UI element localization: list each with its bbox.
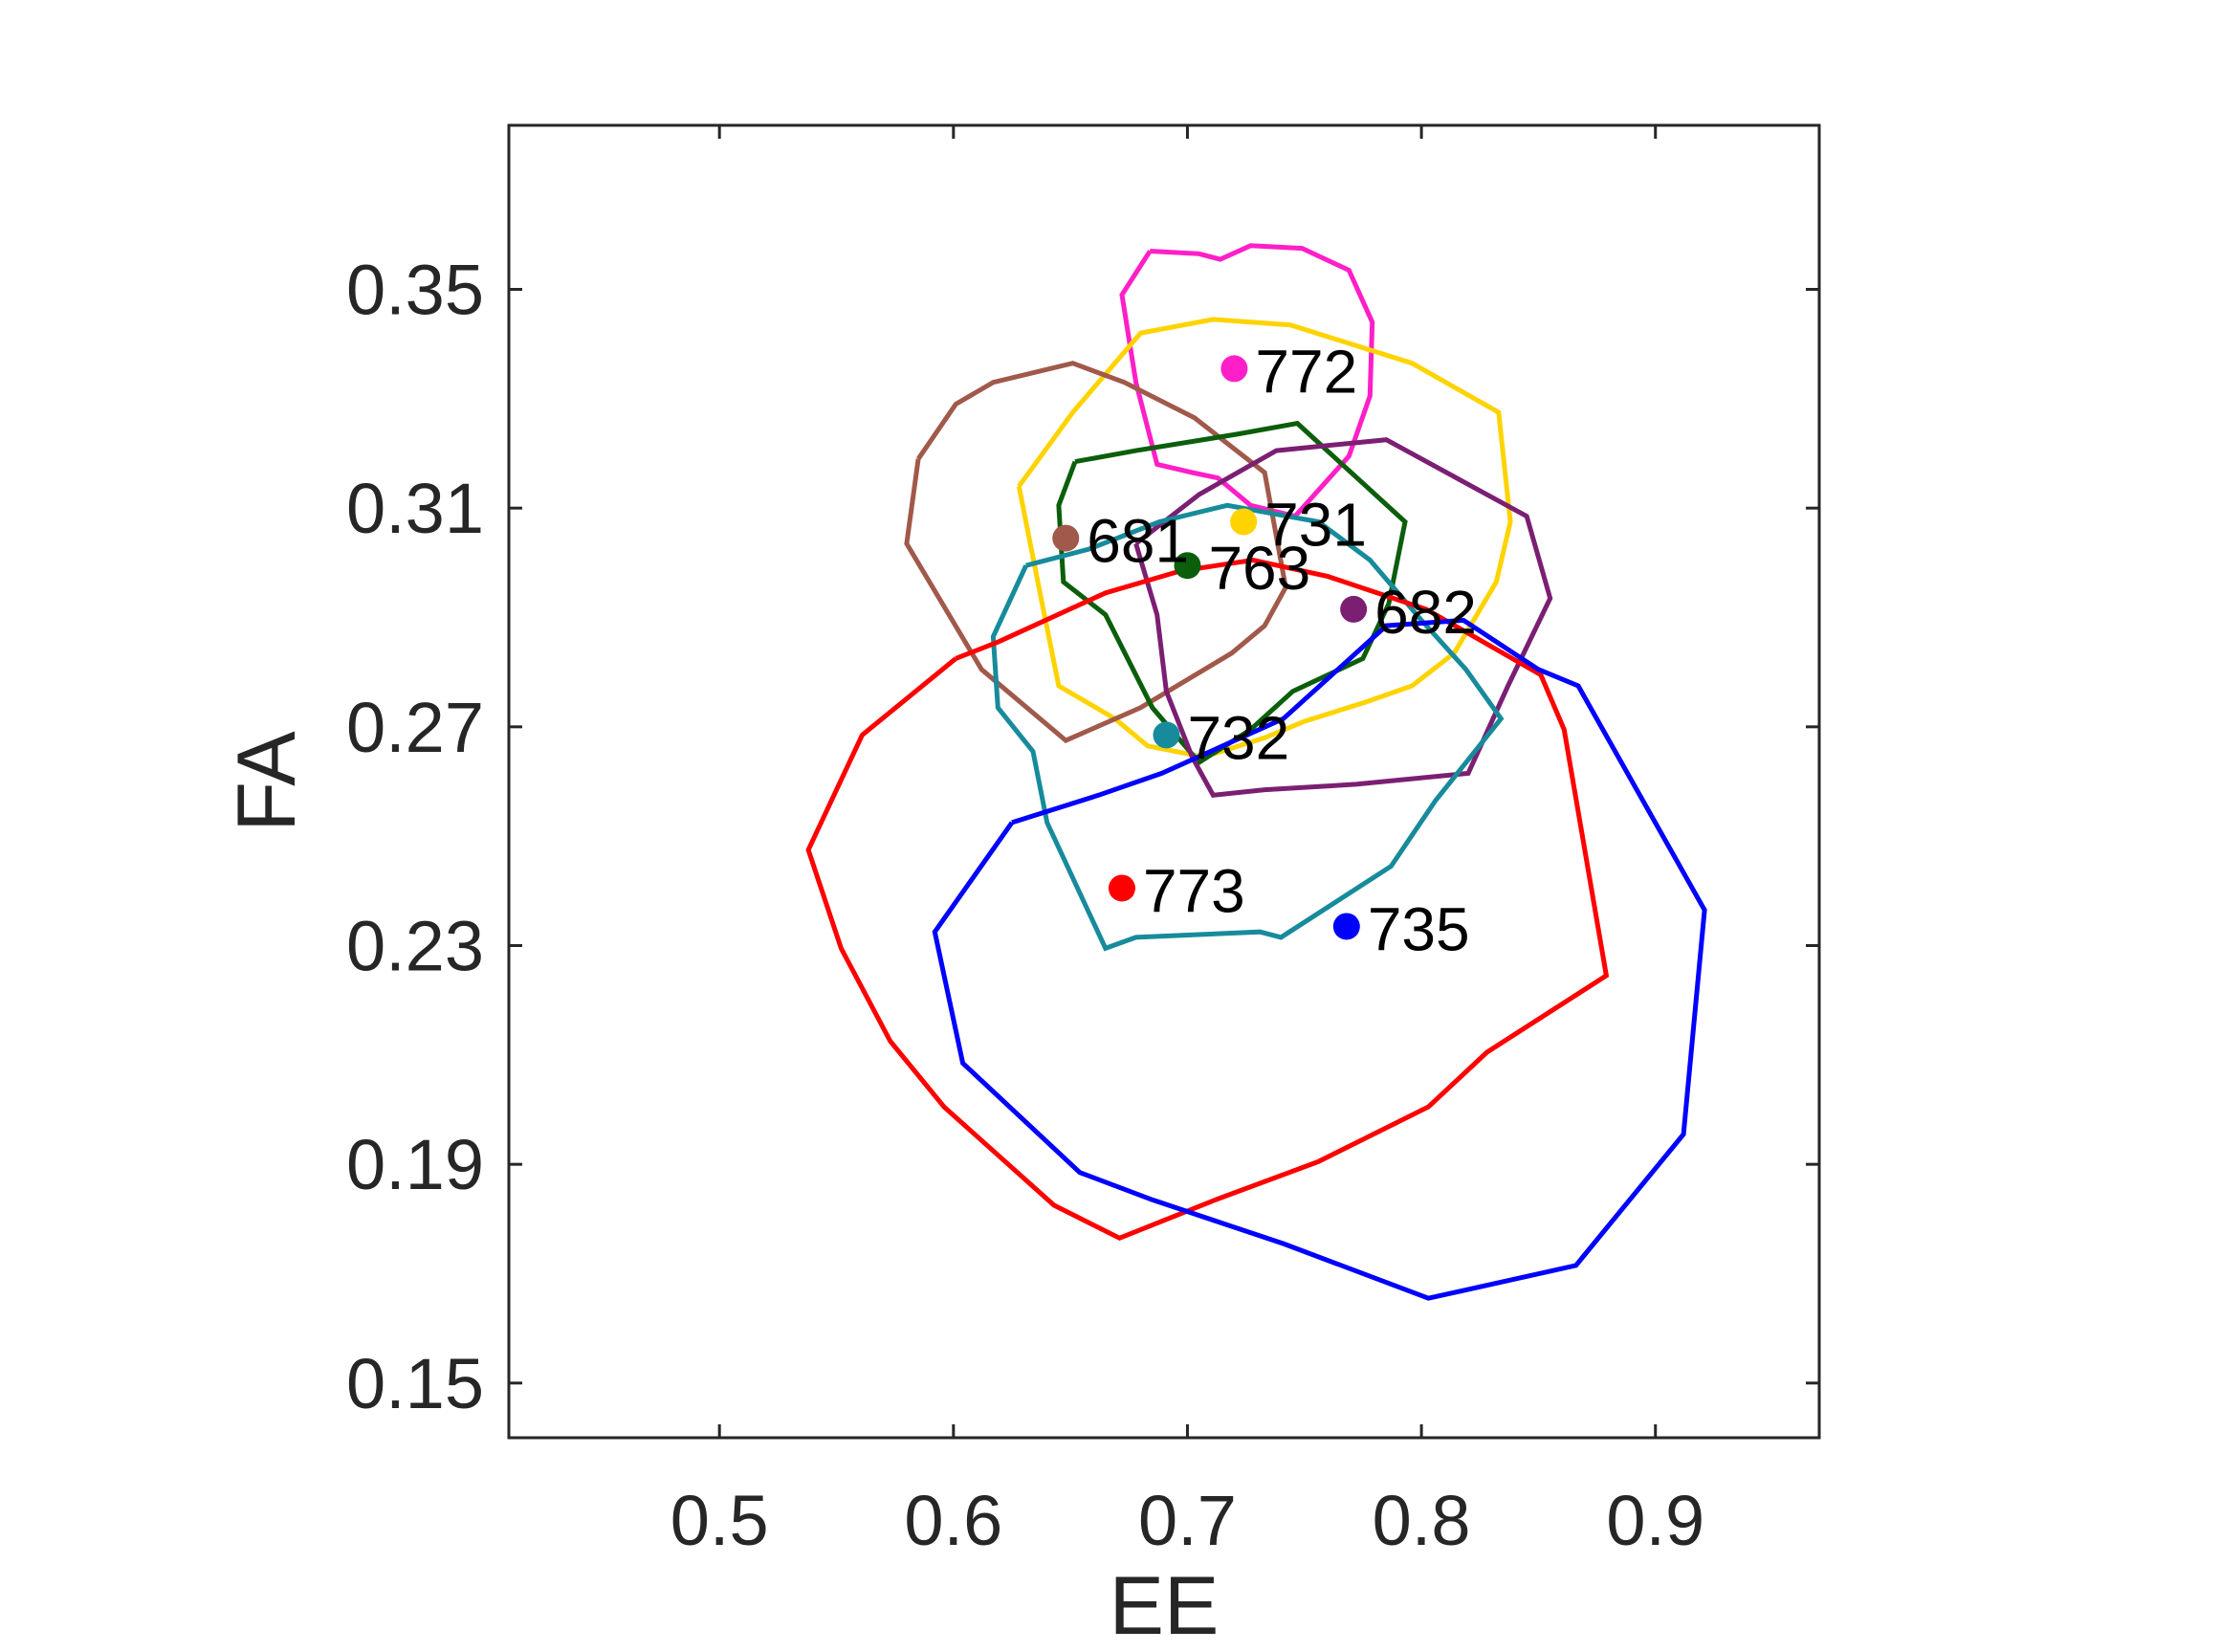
contour-773 — [805, 557, 1610, 1242]
contour-681 — [904, 361, 1288, 744]
contour-735 — [932, 617, 1707, 1301]
contour-732 — [990, 502, 1505, 952]
point-label-731: 731 — [1264, 490, 1367, 559]
y-tick-label: 0.27 — [346, 688, 484, 767]
point-681 — [1052, 524, 1080, 552]
x-tick-label: 0.9 — [1606, 1481, 1704, 1560]
axes-box — [507, 123, 1821, 1440]
y-tick-label: 0.15 — [346, 1344, 484, 1423]
point-732 — [1153, 721, 1180, 749]
point-label-773: 773 — [1143, 856, 1245, 925]
y-tick-label: 0.19 — [346, 1125, 484, 1204]
point-layer — [1052, 355, 1368, 940]
y-tick-label: 0.23 — [346, 907, 484, 986]
x-tick-label: 0.7 — [1138, 1481, 1237, 1560]
tick-layer — [509, 125, 1819, 1438]
point-772 — [1220, 355, 1248, 383]
plot-area: 772 731 681 763 682 732 773 735 — [805, 243, 1707, 1301]
point-label-layer: 772 731 681 763 682 732 773 735 — [1087, 337, 1477, 963]
point-763 — [1174, 552, 1201, 580]
point-735 — [1332, 913, 1360, 940]
point-731 — [1230, 508, 1258, 536]
x-tick-label: 0.8 — [1373, 1481, 1471, 1560]
y-tick-label: 0.31 — [346, 469, 484, 548]
contour-731 — [1016, 317, 1513, 760]
point-label-681: 681 — [1087, 507, 1189, 576]
contour-772 — [1119, 243, 1375, 519]
point-label-682: 682 — [1374, 578, 1477, 647]
tick-label-layer: 0.5 0.6 0.7 0.8 0.9 0.15 0.19 0.23 0.27 0.31 0.35 — [346, 251, 1704, 1561]
point-label-763: 763 — [1208, 534, 1310, 603]
x-tick-label: 0.5 — [670, 1481, 769, 1560]
contour-layer — [805, 243, 1707, 1301]
point-label-732: 732 — [1187, 703, 1289, 772]
point-682 — [1340, 595, 1368, 623]
y-tick-label: 0.35 — [346, 251, 484, 330]
point-label-772: 772 — [1255, 337, 1357, 406]
point-773 — [1108, 874, 1135, 902]
y-axis-title: FA — [221, 731, 313, 832]
contour-682 — [1133, 437, 1553, 798]
contour-763 — [1056, 420, 1408, 766]
x-axis-title: EE — [1110, 1560, 1220, 1652]
point-label-735: 735 — [1368, 894, 1470, 963]
x-tick-label: 0.6 — [904, 1481, 1002, 1560]
